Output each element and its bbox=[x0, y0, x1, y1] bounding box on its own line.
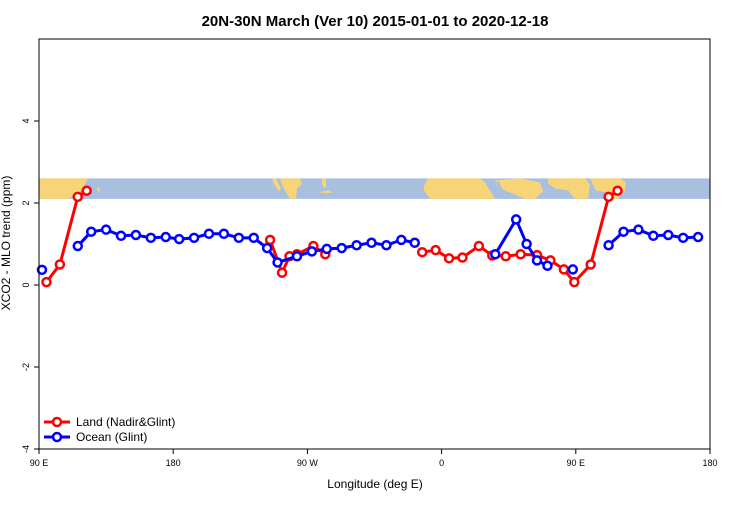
series-0-point-0-3 bbox=[81, 185, 92, 196]
series-1-point-1-23 bbox=[409, 237, 421, 249]
x-tick-label-4: 90 E bbox=[567, 458, 586, 468]
x-tick-label-1: 180 bbox=[166, 458, 181, 468]
series-0 bbox=[41, 185, 623, 288]
map-land-2 bbox=[272, 178, 281, 192]
series-1-point-1-21 bbox=[381, 239, 392, 251]
world-map-strip bbox=[39, 178, 710, 199]
series-1-point-0-0 bbox=[36, 264, 48, 276]
map-land-1 bbox=[97, 186, 100, 193]
x-tick-label-0: 90 E bbox=[30, 458, 49, 468]
series-0-point-2-10 bbox=[558, 264, 570, 275]
map-ocean bbox=[39, 178, 710, 199]
series-0-point-2-4 bbox=[473, 240, 485, 252]
series-1-point-1-20 bbox=[366, 237, 377, 249]
series-1-point-1-4 bbox=[130, 229, 142, 241]
series-0-point-0-0 bbox=[41, 276, 52, 288]
series-1-point-3-0 bbox=[567, 264, 579, 275]
series-0-point-2-12 bbox=[585, 259, 596, 270]
series-0-point-2-6 bbox=[500, 251, 511, 262]
series-1-point-1-8 bbox=[188, 232, 200, 244]
series-1-point-1-7 bbox=[173, 233, 185, 245]
series-1-point-1-16 bbox=[306, 246, 318, 257]
y-axis-label: XCO2 - MLO trend (ppm) bbox=[0, 176, 13, 311]
series-1-point-1-3 bbox=[115, 230, 127, 242]
map-land-3 bbox=[280, 178, 302, 199]
map-land-5 bbox=[318, 190, 333, 194]
series-1-point-1-11 bbox=[233, 232, 245, 244]
series-0-point-1-1 bbox=[276, 267, 288, 278]
legend-marker-1 bbox=[51, 431, 63, 443]
series-1-point-1-0 bbox=[72, 240, 84, 252]
series-0-point-2-2 bbox=[443, 253, 455, 264]
y-tick-label-3: 2 bbox=[21, 200, 31, 205]
series-1-point-2-4 bbox=[542, 260, 553, 271]
series-1-point-4-2 bbox=[633, 224, 644, 235]
series-0-point-2-7 bbox=[515, 249, 526, 260]
legend-label-0: Land (Nadir&Glint) bbox=[76, 415, 175, 429]
series-0-point-2-3 bbox=[457, 252, 468, 263]
series-1-point-1-15 bbox=[291, 251, 303, 262]
x-tick-label-5: 180 bbox=[702, 458, 717, 468]
series-1-point-1-22 bbox=[396, 234, 407, 246]
map-land-8 bbox=[548, 178, 590, 199]
map-land-4 bbox=[322, 178, 326, 189]
series-1-point-4-4 bbox=[662, 229, 674, 241]
map-land-7 bbox=[495, 178, 543, 199]
series-0-line-0 bbox=[45, 189, 88, 284]
series-1-point-4-0 bbox=[603, 239, 614, 251]
series-1-point-1-5 bbox=[145, 232, 157, 244]
series-0-point-2-11 bbox=[569, 276, 580, 288]
map-red-sea bbox=[496, 181, 506, 199]
x-tick-label-3: 0 bbox=[439, 458, 444, 468]
series-1-point-1-17 bbox=[321, 243, 333, 255]
series-1-point-4-1 bbox=[618, 226, 629, 237]
map-land-6 bbox=[424, 178, 495, 199]
series-0-point-1-0 bbox=[264, 234, 276, 246]
chart-title: 20N-30N March (Ver 10) 2015-01-01 to 202… bbox=[202, 13, 549, 30]
legend: Land (Nadir&Glint)Ocean (Glint) bbox=[44, 415, 175, 444]
series-1-point-2-3 bbox=[531, 255, 543, 266]
series-0-point-2-14 bbox=[612, 185, 623, 196]
y-tick-label-2: 0 bbox=[21, 282, 31, 287]
series-1-point-1-2 bbox=[100, 224, 112, 235]
y-tick-label-1: -2 bbox=[21, 363, 31, 371]
series-1-point-4-5 bbox=[677, 232, 689, 244]
series-1-point-1-14 bbox=[272, 257, 283, 268]
y-tick-label-0: -4 bbox=[21, 445, 31, 453]
series-0-point-0-2 bbox=[72, 191, 84, 203]
series-1 bbox=[36, 214, 704, 276]
y-tick-label-4: 4 bbox=[21, 118, 31, 123]
series-1-point-1-12 bbox=[248, 232, 259, 244]
plot-frame bbox=[38, 38, 711, 450]
series-1-line-1 bbox=[76, 228, 416, 264]
series-1-point-4-3 bbox=[648, 230, 659, 242]
series-layer bbox=[36, 185, 704, 288]
legend-label-1: Ocean (Glint) bbox=[76, 430, 147, 444]
series-1-point-1-18 bbox=[336, 242, 347, 254]
series-1-point-2-2 bbox=[521, 238, 532, 250]
x-tick-label-2: 90 W bbox=[297, 458, 319, 468]
series-0-point-2-13 bbox=[603, 191, 614, 203]
series-0-point-2-1 bbox=[430, 244, 441, 256]
series-0-point-2-0 bbox=[416, 246, 428, 258]
series-1-point-4-6 bbox=[692, 231, 704, 243]
series-1-point-2-0 bbox=[490, 249, 501, 260]
series-1-point-1-9 bbox=[203, 228, 215, 239]
series-1-point-1-19 bbox=[351, 239, 362, 251]
series-1-point-1-1 bbox=[85, 226, 97, 237]
legend-marker-0 bbox=[51, 416, 63, 428]
x-axis-label: Longitude (deg E) bbox=[327, 477, 422, 491]
series-0-point-0-1 bbox=[54, 259, 66, 270]
series-1-point-2-1 bbox=[510, 214, 522, 225]
series-1-point-1-6 bbox=[160, 231, 171, 243]
series-1-point-1-13 bbox=[261, 242, 273, 254]
series-1-point-1-10 bbox=[218, 228, 230, 239]
axes: 90 E 180 90 W 0 90 E 180 -4 -2 0 2 4 bbox=[21, 118, 718, 468]
